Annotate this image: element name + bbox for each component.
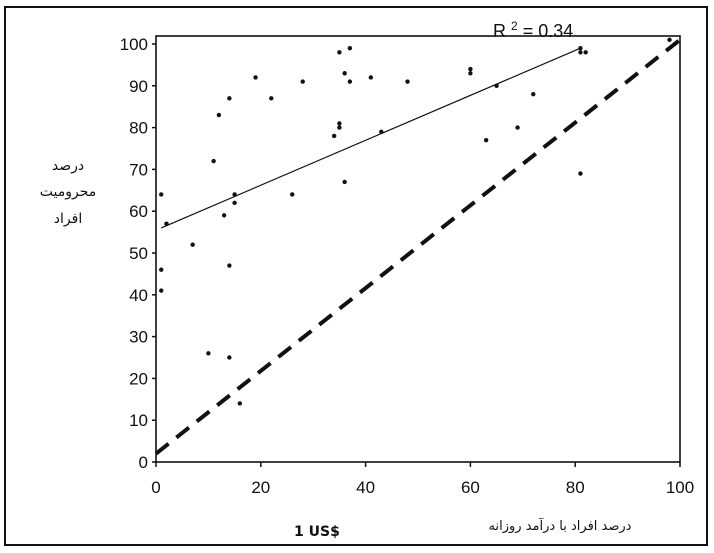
y-tick-label: 90 <box>129 77 148 96</box>
scatter-point <box>221 213 227 218</box>
y-axis-ticks: 0 10 20 30 40 50 60 70 80 90 100 <box>120 35 156 472</box>
r-squared-value: = 0.34 <box>523 21 574 41</box>
y-axis-label-line-2: محرومیت <box>40 184 97 200</box>
scatter-point <box>379 129 384 134</box>
scatter-point <box>290 192 295 197</box>
scatter-point <box>164 221 169 226</box>
y-tick-label: 10 <box>129 411 148 430</box>
dashed-reference-line <box>154 38 682 456</box>
y-tick-label: 30 <box>129 328 148 347</box>
scatter-point <box>159 288 164 293</box>
scatter-point <box>227 96 232 101</box>
scatter-point <box>483 137 489 143</box>
scatter-point <box>211 158 216 164</box>
scatter-point <box>269 96 274 101</box>
scatter-point <box>468 66 473 72</box>
scatter-point <box>331 133 337 139</box>
y-axis-label: درصد محرومیت افراد <box>40 158 97 227</box>
scatter-point <box>342 71 347 76</box>
scatter-point <box>190 242 195 247</box>
r-squared-superscript: 2 <box>511 19 518 33</box>
y-axis-label-line-1: درصد <box>52 158 84 174</box>
y-tick-label: 40 <box>129 286 148 305</box>
scatter-point <box>531 91 536 97</box>
scatter-point <box>300 79 305 84</box>
scatter-point <box>216 112 222 118</box>
x-tick-label: 100 <box>666 478 694 497</box>
y-tick-label: 60 <box>129 202 148 221</box>
scatter-point <box>494 83 499 89</box>
scatter-point <box>337 121 342 126</box>
scatter-point <box>159 192 164 197</box>
regression-line <box>161 47 581 229</box>
scatter-point <box>337 50 342 55</box>
scatter-point <box>583 50 588 55</box>
chart-outer-frame <box>4 6 708 546</box>
x-tick-label: 40 <box>356 478 375 497</box>
scatter-point <box>578 50 583 55</box>
y-tick-label: 0 <box>139 453 148 472</box>
y-axis-label-line-3: افراد <box>54 211 82 227</box>
x-tick-label: 80 <box>566 478 585 497</box>
scatter-point <box>227 355 232 360</box>
data-points <box>159 37 672 406</box>
r-squared-annotation: R 2 = 0.34 <box>493 19 573 41</box>
plot-area-frame <box>155 35 681 463</box>
x-axis-label-text: درصد افراد با درآمد روزانه <box>489 517 632 534</box>
scatter-point <box>578 171 583 176</box>
x-tick-label: 20 <box>251 478 270 497</box>
scatter-point <box>667 37 672 43</box>
scatter-point <box>468 71 473 76</box>
y-tick-label: 80 <box>129 119 148 138</box>
scatter-point <box>405 79 410 84</box>
y-tick-label: 100 <box>120 35 148 54</box>
scatter-point <box>232 192 237 197</box>
scatter-point <box>337 125 342 130</box>
scatter-point <box>232 200 237 206</box>
scatter-point <box>206 351 211 356</box>
y-tick-label: 50 <box>129 244 148 263</box>
scatter-point <box>253 75 258 80</box>
y-tick-label: 20 <box>129 369 148 388</box>
scatter-point <box>342 179 347 185</box>
scatter-point <box>347 45 353 51</box>
scatter-point <box>515 125 520 130</box>
x-axis-ticks: 0 20 40 60 80 100 <box>151 462 694 497</box>
scatter-point <box>227 263 232 268</box>
r-squared-r: R <box>493 21 506 41</box>
x-axis-label-currency: 1 US$ <box>294 524 340 540</box>
y-tick-label: 70 <box>129 160 148 179</box>
scatter-point <box>237 401 243 406</box>
x-axis-label: 1 US$ درصد افراد با درآمد روزانه <box>294 517 632 540</box>
x-tick-label: 0 <box>151 478 160 497</box>
scatter-point <box>347 79 353 84</box>
scatter-point <box>578 45 583 51</box>
scatter-point <box>368 75 374 80</box>
scatter-point <box>159 267 164 272</box>
x-tick-label: 60 <box>461 478 480 497</box>
